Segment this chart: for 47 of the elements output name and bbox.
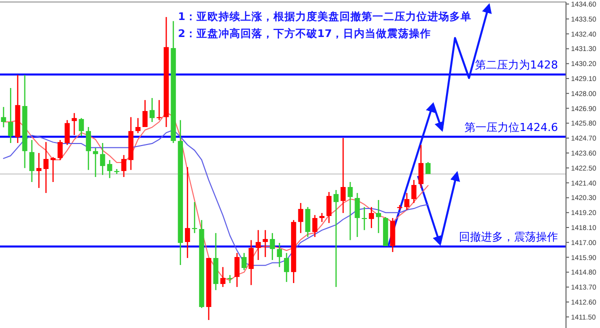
annotation: 1：亚欧持续上涨，根据力度美盘回撤第一二压力位进场多单 <box>178 10 472 23</box>
candlestick <box>58 139 63 161</box>
candlestick <box>184 166 190 259</box>
candlestick <box>72 112 77 136</box>
candlestick <box>142 99 148 128</box>
candlestick <box>86 126 91 171</box>
candlestick <box>43 141 49 194</box>
candlestick <box>262 229 268 258</box>
candlestick <box>100 142 106 176</box>
candlestick <box>234 252 240 288</box>
candlestick <box>107 159 112 179</box>
candlestick <box>326 191 332 224</box>
candlestick <box>248 240 254 286</box>
candlestick <box>156 99 162 121</box>
candlestick <box>362 206 367 231</box>
candlestick <box>298 202 304 234</box>
candlestick <box>354 192 360 238</box>
candlestick <box>276 242 282 268</box>
candlestick <box>50 156 56 183</box>
candlestick <box>368 206 374 229</box>
candlestick <box>121 154 126 178</box>
candlestick <box>29 139 34 183</box>
candlestick <box>284 252 290 283</box>
candlestick <box>242 252 247 271</box>
candlestick <box>220 266 226 288</box>
candlestick <box>135 117 141 134</box>
candlestick <box>305 206 310 238</box>
candlestick <box>0 106 6 128</box>
candlestick <box>312 214 318 238</box>
candlestick <box>64 120 70 146</box>
candlestick <box>376 199 382 234</box>
candlestick <box>8 87 14 144</box>
candlestick <box>36 152 42 189</box>
candlestick <box>78 117 84 137</box>
candlestick <box>270 232 275 261</box>
ref-line-label: 第一压力位1424.6 <box>464 120 558 134</box>
annotation: 2：亚盘冲高回落，下方不破17，日内当做震荡操作 <box>178 27 431 40</box>
candlestick <box>114 168 120 175</box>
candlestick <box>340 137 346 214</box>
ref-line-label: 回撤进多，震荡操作 <box>459 230 558 244</box>
candlestick <box>256 229 261 261</box>
candlestick <box>150 97 155 123</box>
ref-line-label: 第二压力为1428 <box>475 58 558 72</box>
candlestick <box>92 147 98 178</box>
candlestick <box>192 201 198 234</box>
candlestick <box>348 181 353 241</box>
candlestick <box>334 189 339 288</box>
